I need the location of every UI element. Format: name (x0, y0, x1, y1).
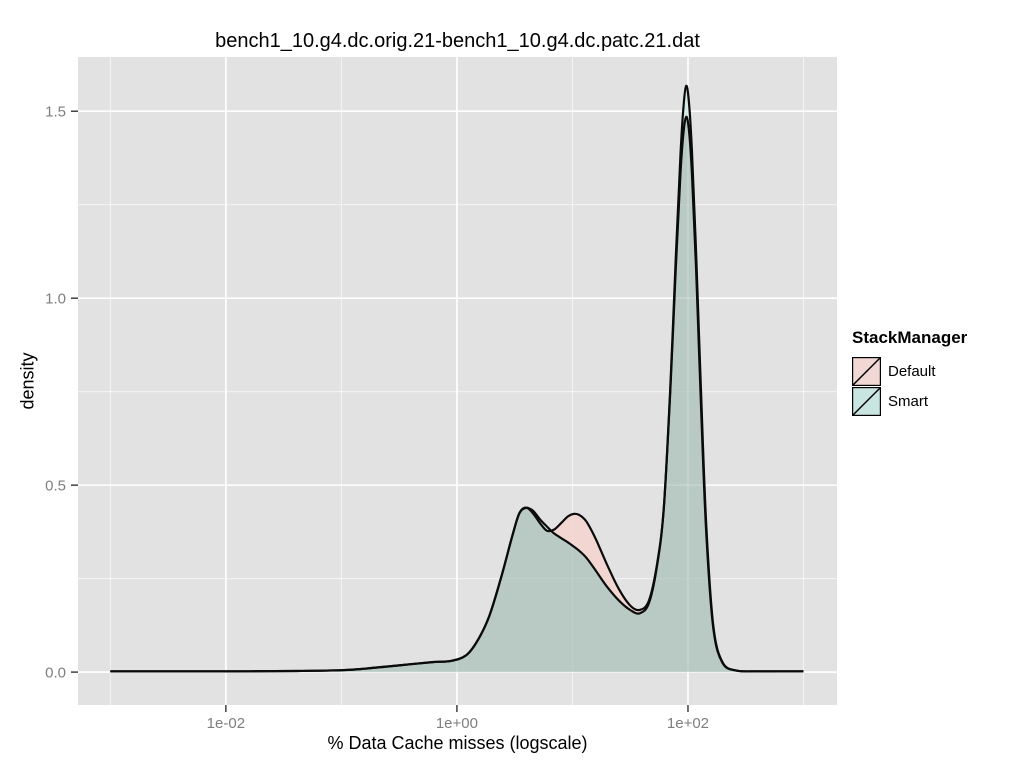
legend-key-smart: Smart (852, 386, 1022, 416)
y-tick-label: 1.5 (45, 103, 66, 120)
x-axis-title: % Data Cache misses (logscale) (327, 733, 588, 753)
legend-label-smart: Smart (888, 392, 929, 410)
legend: StackManager Default Smart (852, 328, 1022, 416)
x-tick-label: 1e-02 (207, 715, 245, 732)
y-axis-title: density (17, 352, 38, 410)
legend-label-default: Default (888, 362, 936, 380)
y-tick-label: 1.0 (45, 290, 66, 307)
x-tick-label: 1e+02 (667, 715, 709, 732)
legend-key-default: Default (852, 356, 1022, 386)
curve-default (110, 115, 804, 673)
legend-swatch-smart-icon (852, 386, 881, 416)
y-tick-label: 0.0 (45, 664, 66, 681)
legend-swatch-default-icon (852, 356, 881, 386)
chart-title: bench1_10.g4.dc.orig.21-bench1_10.g4.dc.… (215, 30, 700, 52)
legend-title: StackManager (852, 328, 968, 347)
x-tick-label: 1e+00 (436, 715, 478, 732)
y-tick-label: 0.5 (45, 477, 66, 494)
